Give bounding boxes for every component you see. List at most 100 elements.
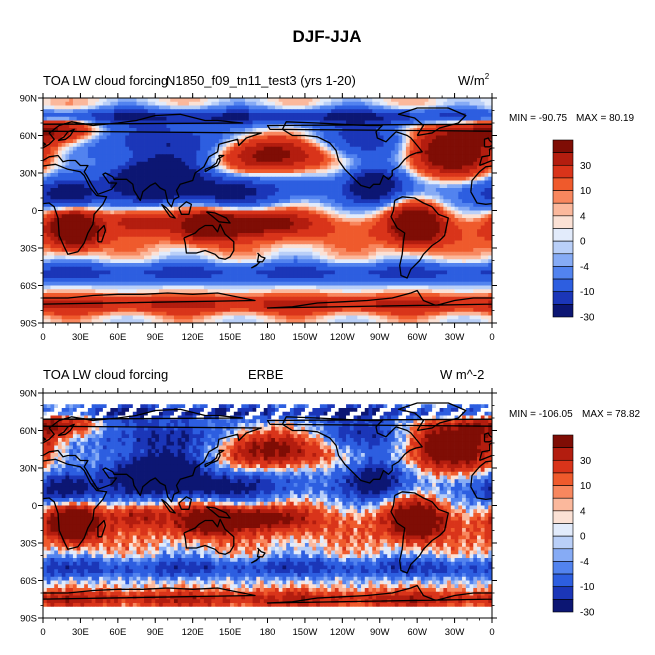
field-cell: [185, 251, 190, 256]
field-cell: [286, 251, 291, 256]
field-cell: [297, 101, 302, 106]
field-cell: [480, 109, 485, 114]
field-cell: [132, 135, 137, 140]
field-cell: [226, 251, 231, 256]
field-cell: [203, 98, 208, 103]
field-cell: [46, 225, 51, 230]
field-cell: [46, 128, 51, 133]
field-cell: [353, 169, 358, 174]
field-cell: [465, 124, 470, 129]
field-cell: [69, 143, 74, 148]
field-cell: [301, 195, 306, 200]
field-cell: [260, 128, 265, 133]
field-cell: [61, 210, 66, 215]
field-cell: [192, 146, 197, 151]
field-cell: [95, 124, 100, 129]
field-cell: [196, 98, 201, 103]
field-cell: [413, 218, 418, 223]
field-cell: [65, 165, 70, 170]
field-cell: [173, 109, 179, 114]
field-cell: [308, 180, 313, 185]
field-cell: [278, 98, 283, 103]
field-cell: [282, 143, 287, 148]
field-cell: [263, 131, 268, 136]
field-cell: [346, 173, 351, 178]
field-cell: [125, 214, 130, 219]
field-cell: [170, 161, 175, 166]
field-cell: [450, 131, 455, 136]
field-cell: [256, 206, 261, 211]
field-cell: [87, 169, 92, 174]
field-cell: [458, 214, 463, 219]
field-cell: [158, 218, 164, 223]
field-cell: [383, 244, 388, 249]
field-cell: [50, 184, 55, 189]
field-cell: [439, 176, 444, 181]
field-cell: [95, 143, 100, 148]
field-cell: [379, 169, 384, 174]
field-cell: [447, 120, 452, 125]
field-cell: [237, 158, 242, 163]
field-cell: [181, 248, 186, 253]
field-cell: [230, 248, 235, 253]
field-cell: [301, 240, 306, 245]
field-cell: [263, 191, 268, 196]
field-cell: [65, 233, 70, 238]
field-cell: [173, 101, 179, 106]
field-cell: [222, 131, 227, 136]
field-cell: [469, 176, 474, 181]
field-cell: [334, 225, 339, 230]
field-cell: [454, 244, 459, 249]
field-cell: [383, 199, 388, 204]
field-cell: [69, 221, 74, 226]
field-cell: [218, 165, 223, 170]
field-cell: [383, 173, 388, 178]
field-cell: [357, 225, 362, 230]
field-cell: [132, 120, 137, 125]
field-cell: [364, 218, 369, 223]
field-cell: [361, 154, 366, 159]
field-cell: [248, 236, 253, 241]
field-cell: [338, 214, 343, 219]
field-cell: [357, 143, 362, 148]
field-cell: [286, 248, 291, 253]
field-cell: [473, 139, 478, 144]
field-cell: [458, 199, 463, 204]
field-cell: [125, 116, 130, 121]
field-cell: [267, 180, 272, 185]
field-cell: [140, 229, 145, 234]
field-cell: [173, 98, 179, 103]
field-cell: [129, 113, 134, 118]
field-cell: [383, 184, 388, 189]
field-cell: [87, 128, 92, 133]
field-cell: [402, 131, 407, 136]
field-cell: [72, 135, 78, 140]
field-cell: [196, 244, 201, 249]
field-cell: [185, 120, 190, 125]
field-cell: [323, 248, 328, 253]
field-cell: [319, 101, 324, 106]
field-cell: [301, 98, 306, 103]
field-cell: [346, 113, 351, 118]
field-cell: [230, 131, 235, 136]
field-cell: [353, 113, 358, 118]
field-cell: [349, 131, 354, 136]
field-cell: [353, 173, 358, 178]
field-cell: [342, 150, 347, 155]
field-cell: [121, 165, 126, 170]
field-cell: [76, 131, 81, 136]
field-cell: [267, 251, 272, 256]
field-cell: [61, 158, 66, 163]
field-cell: [129, 124, 134, 129]
field-cell: [222, 124, 227, 129]
field-cell: [394, 221, 399, 226]
field-cell: [256, 188, 261, 193]
field-cell: [91, 184, 96, 189]
field-cell: [316, 195, 321, 200]
field-cell: [465, 146, 470, 151]
field-cell: [390, 105, 396, 110]
field-cell: [203, 221, 208, 226]
field-cell: [263, 143, 268, 148]
field-cell: [181, 214, 186, 219]
field-cell: [203, 199, 208, 204]
